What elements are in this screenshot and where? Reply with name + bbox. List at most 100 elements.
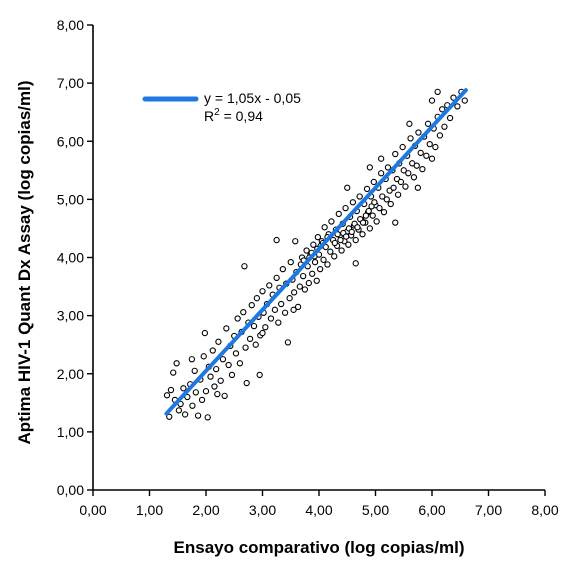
data-point	[316, 265, 324, 273]
data-point	[273, 274, 280, 281]
data-point	[246, 335, 254, 343]
data-point	[413, 162, 420, 169]
data-point	[267, 315, 275, 322]
data-point	[407, 135, 414, 142]
data-point	[296, 283, 303, 290]
data-point	[359, 219, 367, 226]
data-point	[342, 204, 349, 212]
data-point	[300, 272, 307, 280]
data-point	[415, 129, 422, 136]
x-tick-label: 8,00	[531, 502, 558, 518]
data-point	[243, 379, 250, 387]
data-point	[207, 373, 214, 380]
data-point	[328, 218, 335, 225]
y-tick-label: 0,00	[57, 482, 84, 498]
x-tick-label: 6,00	[418, 502, 445, 518]
data-point	[188, 356, 196, 363]
data-point	[181, 411, 189, 418]
data-point	[240, 308, 247, 316]
data-point	[352, 260, 359, 267]
data-point	[290, 306, 297, 313]
data-point	[354, 224, 361, 231]
data-point	[184, 393, 191, 401]
data-point	[394, 191, 402, 198]
data-point	[167, 386, 175, 394]
data-point	[301, 286, 309, 293]
y-tick-label: 2,00	[57, 366, 84, 382]
data-point	[189, 402, 196, 409]
r-squared-superscript: 2	[214, 107, 220, 118]
data-point	[175, 407, 183, 414]
data-point	[314, 234, 322, 241]
data-point	[324, 261, 331, 268]
x-axis-title: Ensayo comparativo (log copias/ml)	[174, 538, 465, 557]
data-point	[170, 369, 177, 376]
data-point	[287, 258, 294, 266]
data-point	[252, 341, 259, 348]
y-tick-label: 7,00	[57, 75, 84, 91]
data-point	[342, 233, 350, 240]
data-point	[271, 306, 279, 313]
data-point	[266, 282, 273, 289]
data-point	[387, 200, 394, 208]
data-point	[426, 141, 433, 148]
data-point	[217, 377, 224, 384]
data-point	[241, 263, 248, 270]
data-point	[356, 193, 363, 200]
data-point	[428, 155, 436, 162]
data-point	[379, 193, 386, 200]
data-point	[359, 231, 366, 238]
data-point	[173, 360, 180, 367]
data-point	[450, 94, 457, 101]
y-tick-label: 5,00	[57, 191, 84, 207]
legend: y = 1,05x - 0,05 R2 = 0,94	[142, 90, 301, 124]
data-point	[366, 225, 373, 232]
data-point	[446, 114, 454, 122]
data-point	[344, 184, 351, 191]
data-point	[259, 288, 266, 295]
data-point	[461, 97, 468, 104]
y-tick-label: 4,00	[57, 250, 84, 266]
r-squared-value: = 0,94	[220, 108, 263, 124]
data-point	[345, 241, 352, 248]
data-point	[397, 178, 405, 186]
data-point	[402, 183, 409, 190]
data-point	[215, 338, 222, 345]
data-point	[262, 324, 269, 331]
data-point	[309, 270, 316, 277]
y-tick-label: 1,00	[57, 424, 84, 440]
data-point	[352, 236, 359, 244]
data-point	[192, 389, 199, 396]
data-point	[368, 203, 375, 210]
data-point	[327, 248, 334, 255]
data-point	[225, 361, 232, 369]
x-tick-label: 5,00	[362, 502, 389, 518]
data-point	[221, 392, 228, 399]
data-point	[392, 150, 399, 158]
data-point	[228, 371, 236, 379]
data-point	[370, 178, 377, 186]
data-point	[439, 106, 446, 113]
data-point	[377, 170, 385, 177]
y-axis-title: Aptima HIV-1 Quant Dx Assay (log copias/…	[15, 80, 34, 444]
data-point	[259, 329, 266, 337]
data-point	[311, 258, 319, 266]
data-points	[163, 88, 468, 421]
y-tick-label: 6,00	[57, 133, 84, 149]
data-point	[419, 165, 426, 173]
data-point	[363, 185, 371, 193]
data-point	[290, 289, 298, 296]
data-point	[349, 199, 357, 206]
data-point	[405, 170, 412, 177]
data-point	[209, 347, 216, 354]
data-point	[294, 303, 302, 311]
data-point	[366, 164, 373, 171]
data-point	[331, 239, 338, 247]
data-point	[436, 132, 444, 139]
data-point	[376, 204, 383, 212]
data-point	[428, 97, 436, 104]
data-point	[200, 353, 207, 360]
data-point	[219, 356, 227, 363]
regression-equation: y = 1,05x - 0,05	[204, 90, 301, 106]
